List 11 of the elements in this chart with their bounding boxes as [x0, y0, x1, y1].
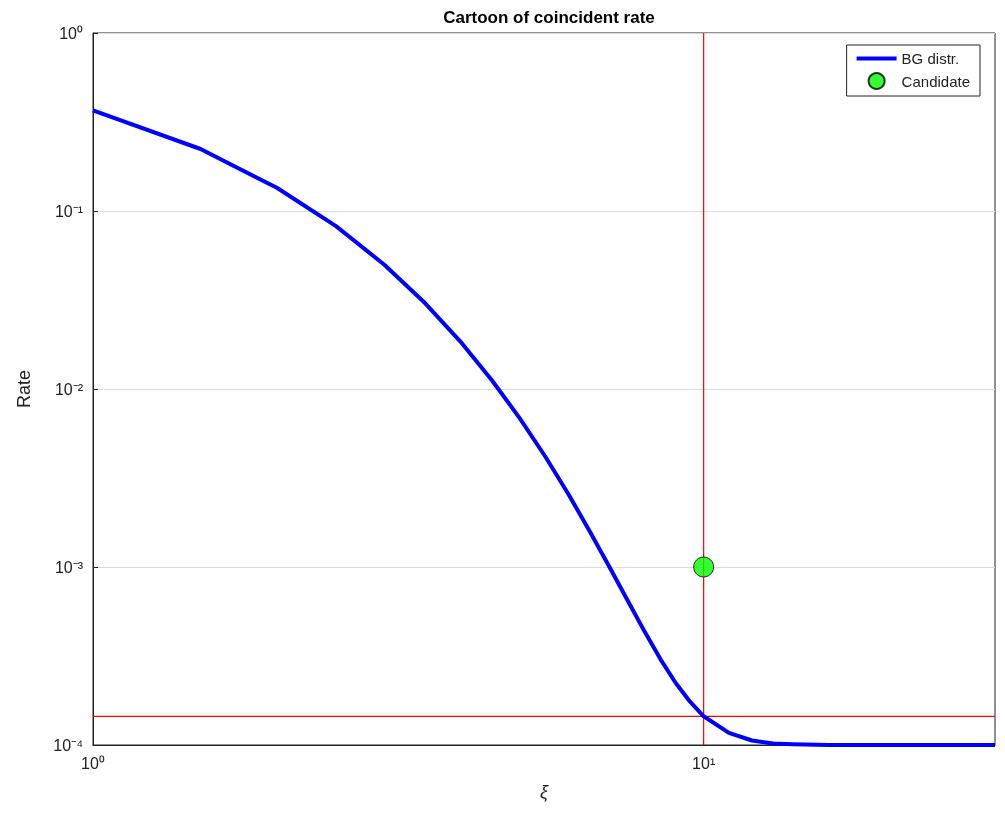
y-axis-title: Rate: [14, 369, 34, 409]
x-axis-title: ξ: [539, 782, 549, 802]
legend-label: Candidate: [901, 72, 970, 90]
y-tick-label: 10⁻¹: [54, 202, 83, 220]
legend-label: BG distr.: [901, 50, 960, 67]
y-tick-label: 10⁻³: [54, 558, 84, 576]
x-tick-label: 10¹: [692, 754, 716, 772]
y-tick-label: 10⁻⁴: [53, 736, 84, 754]
chart-title: Cartoon of coincident rate: [443, 8, 655, 27]
y-tick-label: 10⁻²: [54, 380, 84, 398]
y-tick-label: 10⁰: [59, 24, 83, 42]
